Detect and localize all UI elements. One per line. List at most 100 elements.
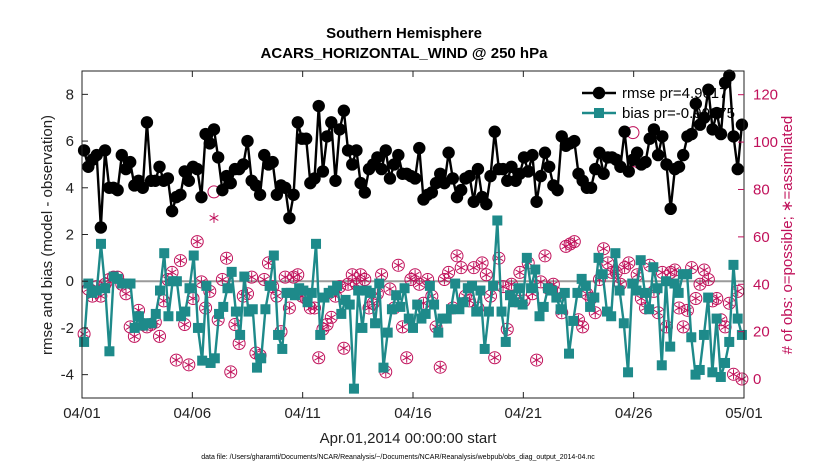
rmse-marker <box>647 123 661 136</box>
assimilated-obs-marker <box>435 362 445 373</box>
chart-title: Southern Hemisphere <box>326 25 482 42</box>
assimilated-obs-marker <box>578 321 588 332</box>
possible-obs-marker <box>676 320 690 334</box>
bias-marker <box>450 278 461 289</box>
assimilated-obs-marker <box>657 267 667 278</box>
bias-marker <box>424 280 435 291</box>
bias-marker <box>420 308 431 319</box>
rmse-marker <box>224 176 237 190</box>
asterisk-stroke <box>221 255 232 262</box>
rmse-marker <box>287 188 300 201</box>
bias-marker <box>694 364 705 375</box>
bias-marker <box>618 318 629 329</box>
bias-marker <box>218 301 229 312</box>
bias-marker <box>365 287 376 298</box>
legend: rmse pr=4.9617 bias pr=-0.90875 <box>582 85 735 122</box>
rmse-marker <box>346 158 359 171</box>
bias-marker <box>315 329 326 340</box>
asterisk-stroke <box>121 290 131 297</box>
bias-marker <box>526 283 537 294</box>
y-right-tick-label: 0 <box>753 371 761 388</box>
asterisk-stroke <box>180 321 190 328</box>
asterisk-stroke <box>326 314 336 321</box>
possible-obs-marker <box>404 273 418 287</box>
asterisk-stroke <box>414 281 424 288</box>
assimilated-obs-marker <box>439 274 450 285</box>
y-tick-label: 4 <box>66 180 74 197</box>
bias-marker <box>353 285 364 296</box>
bias-marker <box>500 336 511 347</box>
bias-marker <box>627 278 638 289</box>
rmse-marker <box>216 183 229 197</box>
bias-marker <box>155 285 166 296</box>
bias-marker <box>222 283 233 294</box>
rmse-marker <box>299 132 313 145</box>
asterisk-stroke <box>322 321 332 328</box>
bias-marker <box>391 290 402 301</box>
rmse-marker <box>434 167 447 180</box>
bias-marker <box>665 341 676 352</box>
asterisk-stroke <box>314 354 324 361</box>
y-right-tick-label: 60 <box>753 229 770 246</box>
assimilated-obs-marker <box>184 359 194 370</box>
assimilated-obs-marker <box>712 293 722 304</box>
bias-marker <box>660 276 671 287</box>
asterisk-stroke <box>410 271 420 278</box>
bias-marker <box>488 280 499 291</box>
asterisk-stroke <box>309 305 320 311</box>
possible-obs-marker <box>488 351 502 365</box>
bias-marker <box>585 301 596 312</box>
x-tick-label: 04/16 <box>394 405 432 422</box>
bias-marker <box>454 304 465 315</box>
possible-obs-marker <box>173 254 187 268</box>
possible-obs-marker <box>442 265 456 279</box>
rmse-marker <box>555 130 568 143</box>
bias-marker <box>378 362 389 373</box>
bias-marker <box>83 278 94 289</box>
rmse-marker <box>174 188 187 201</box>
y-right-tick-label: 80 <box>753 181 770 198</box>
assimilated-obs-marker <box>347 269 357 280</box>
asterisk-stroke <box>728 371 739 378</box>
assimilated-obs-marker <box>167 267 177 278</box>
asterisk-stroke <box>129 333 139 340</box>
assimilated-obs-marker <box>444 267 454 278</box>
possible-obs-marker <box>530 353 544 367</box>
bias-marker <box>192 322 203 333</box>
bias-marker <box>635 255 646 266</box>
rmse-marker <box>672 160 686 173</box>
bias-marker <box>648 262 659 273</box>
asterisk-stroke <box>192 238 202 245</box>
rmse-marker <box>568 134 581 148</box>
possible-obs-marker <box>597 242 611 256</box>
rmse-marker <box>358 186 372 199</box>
possible-obs-marker <box>182 358 196 372</box>
bias-marker <box>197 355 208 366</box>
bias-marker <box>623 367 634 378</box>
rmse-marker <box>710 106 723 120</box>
bias-marker <box>593 252 604 263</box>
possible-obs-marker <box>169 353 183 367</box>
asterisk-stroke <box>712 295 722 302</box>
bias-marker <box>479 343 490 354</box>
assimilated-obs-marker <box>175 255 186 266</box>
bias-marker <box>703 292 714 303</box>
assimilated-obs-marker <box>603 257 613 268</box>
assimilated-obs-marker <box>360 274 370 285</box>
rmse-marker <box>551 183 564 197</box>
asterisk-stroke <box>444 269 454 276</box>
rmse-marker <box>165 204 179 218</box>
assimilated-obs-marker <box>393 260 403 271</box>
bias-marker <box>260 304 271 315</box>
possible-obs-marker <box>433 360 447 374</box>
bias-marker <box>707 367 718 378</box>
bias-marker <box>547 285 558 296</box>
assimilated-obs-marker <box>121 288 131 299</box>
possible-obs-marker <box>588 306 602 320</box>
assimilated-obs-marker <box>263 257 274 268</box>
bias-marker <box>374 278 385 289</box>
assimilated-obs-marker <box>452 250 462 261</box>
rmse-marker <box>270 188 284 201</box>
bias-marker <box>408 322 418 333</box>
